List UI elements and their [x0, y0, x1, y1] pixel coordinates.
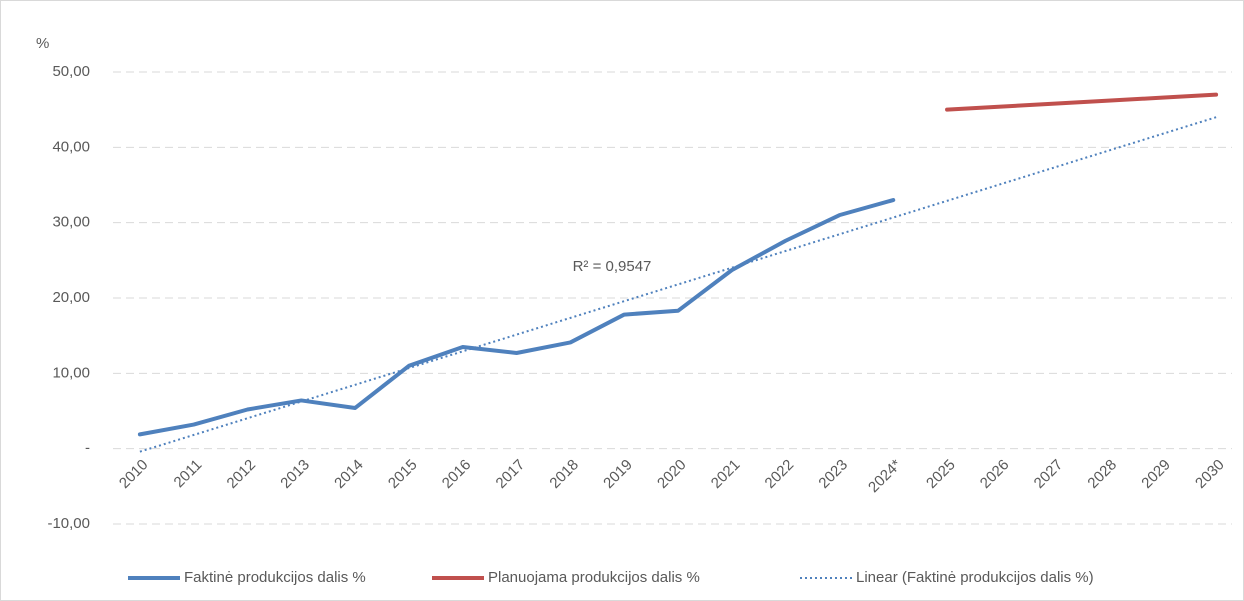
y-tick-label: 30,00 — [52, 214, 90, 231]
series-line — [945, 92, 1219, 112]
legend-label: Planuojama produkcijos dalis % — [488, 569, 700, 586]
y-axis-title: % — [36, 35, 49, 52]
trendline-annotation: R² = 0,9547 — [573, 258, 652, 275]
y-tick-label: - — [85, 440, 90, 457]
y-tick-label: 10,00 — [52, 364, 90, 381]
legend-label: Linear (Faktinė produkcijos dalis %) — [856, 569, 1094, 586]
legend-label: Faktinė produkcijos dalis % — [184, 569, 366, 586]
y-tick-label: 20,00 — [52, 289, 90, 306]
y-tick-label: 40,00 — [52, 138, 90, 155]
y-tick-label: 50,00 — [52, 63, 90, 80]
series-line — [137, 198, 896, 437]
y-tick-label: -10,00 — [47, 515, 90, 532]
